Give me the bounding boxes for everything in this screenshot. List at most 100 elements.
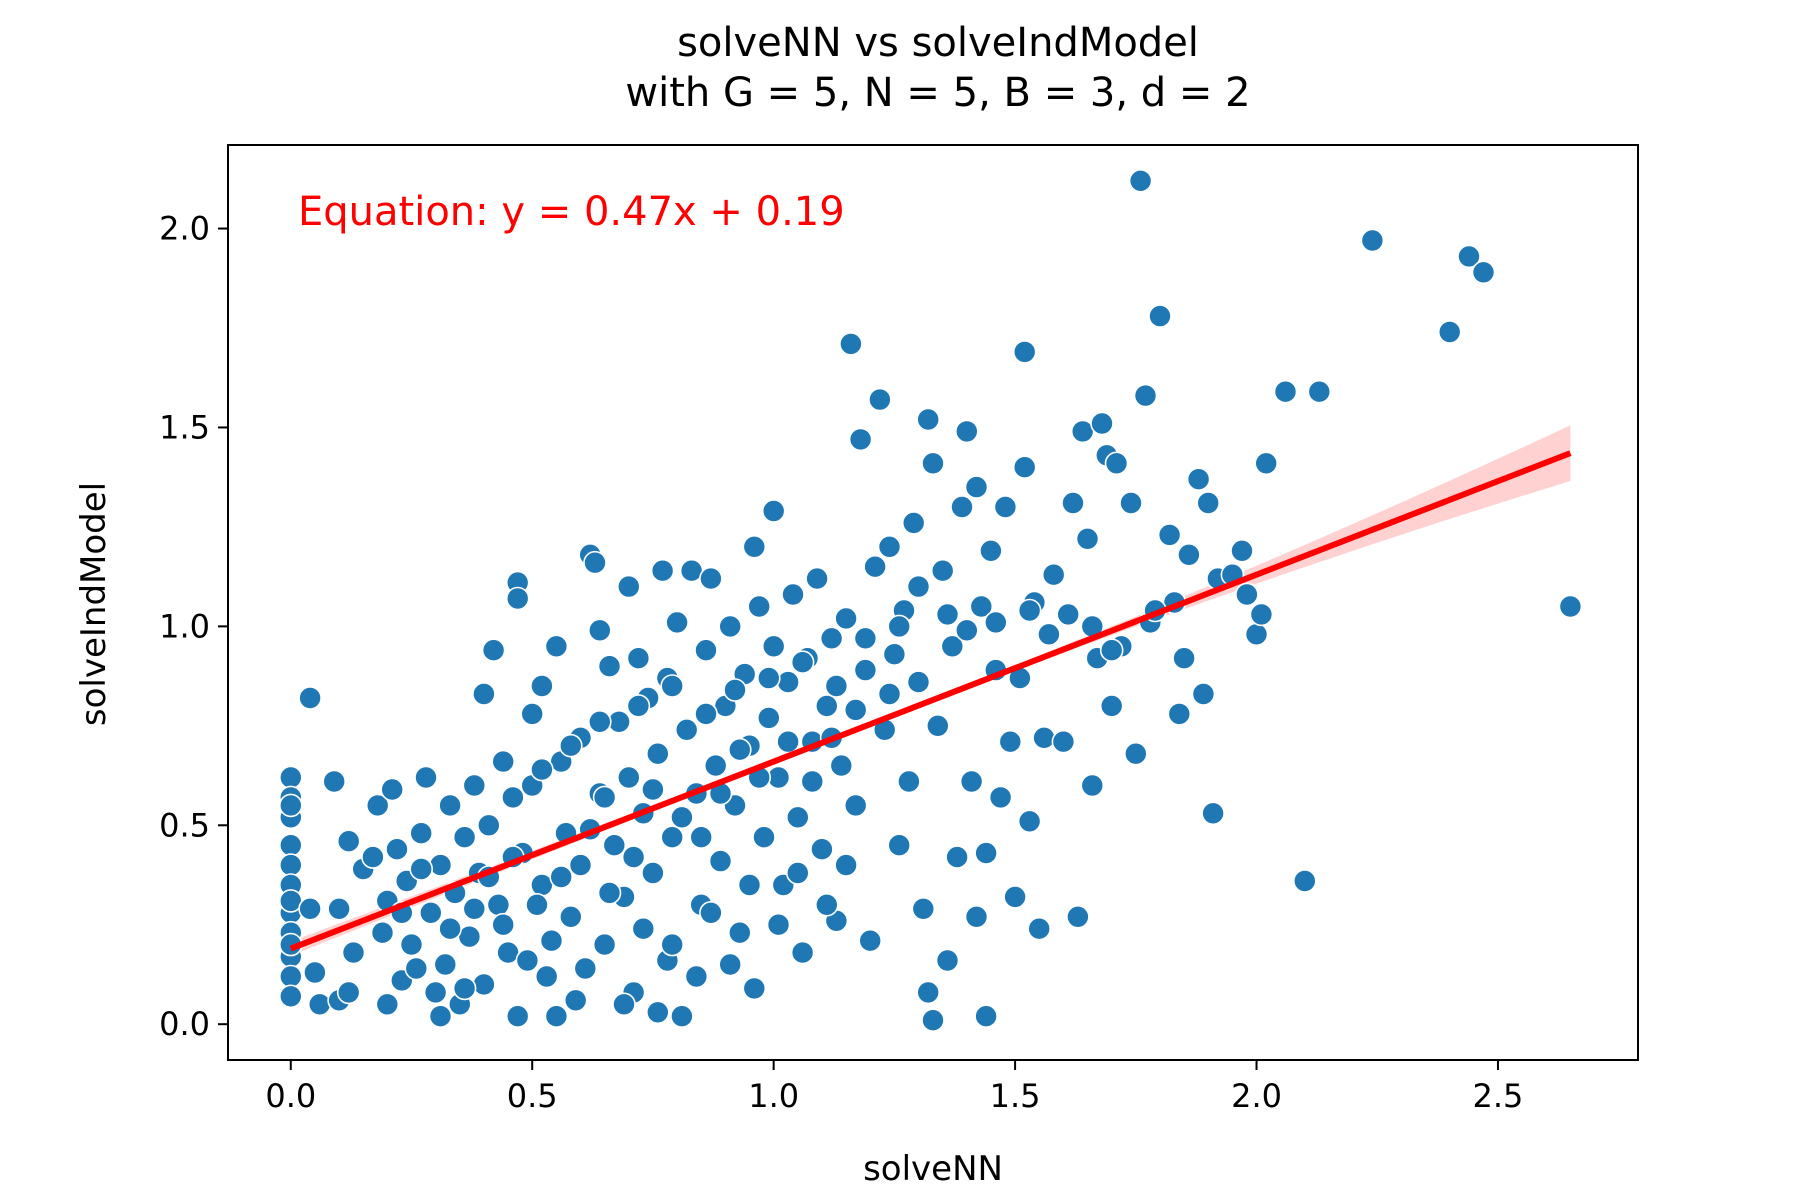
x-tick-label: 2.5 <box>1473 1077 1524 1115</box>
data-point <box>645 741 670 766</box>
x-tick-label: 1.0 <box>748 1077 799 1115</box>
data-point <box>1056 602 1080 627</box>
data-point <box>727 920 752 945</box>
data-point <box>539 928 564 953</box>
data-point <box>336 980 361 1005</box>
data-point <box>863 554 887 579</box>
data-point <box>935 948 960 973</box>
x-tick-label: 1.5 <box>990 1077 1041 1115</box>
data-point <box>336 829 361 854</box>
data-point <box>525 892 549 917</box>
data-point <box>616 574 641 599</box>
data-point <box>810 837 834 862</box>
data-point <box>1244 622 1269 647</box>
data-point <box>612 992 636 1017</box>
data-point <box>790 940 815 965</box>
data-point <box>843 698 868 722</box>
data-point <box>1293 869 1317 893</box>
data-point <box>766 912 791 937</box>
data-point <box>616 765 641 790</box>
data-point <box>621 845 646 869</box>
data-point <box>1167 702 1192 726</box>
data-point <box>573 956 598 981</box>
data-point <box>670 805 694 830</box>
data-point <box>954 419 979 444</box>
x-axis-label: solveNN <box>863 1149 1003 1189</box>
data-point <box>660 674 685 698</box>
data-point <box>665 610 689 635</box>
data-point <box>1041 562 1066 587</box>
data-point <box>969 594 994 619</box>
data-point <box>708 849 733 873</box>
plot-frame <box>227 144 1639 1061</box>
data-point <box>278 964 303 989</box>
data-point <box>1061 491 1085 515</box>
data-point <box>877 534 902 559</box>
data-point <box>303 960 327 985</box>
data-point <box>1032 725 1056 750</box>
data-point <box>1186 467 1211 492</box>
data-point <box>365 793 390 818</box>
data-point <box>747 594 772 619</box>
data-point <box>433 952 458 977</box>
data-point <box>901 511 926 535</box>
data-point <box>505 1004 530 1029</box>
data-point <box>950 495 974 519</box>
x-tick-label: 0.5 <box>507 1077 558 1115</box>
data-point <box>341 940 366 965</box>
data-point <box>824 674 849 698</box>
data-point <box>694 638 718 663</box>
data-point <box>1012 340 1037 364</box>
data-point <box>684 964 709 989</box>
data-point <box>409 821 434 846</box>
data-point <box>916 407 941 432</box>
data-point <box>534 964 559 989</box>
data-point <box>278 833 303 858</box>
data-point <box>462 896 487 921</box>
data-point <box>998 729 1023 754</box>
data-point <box>626 694 651 718</box>
data-point <box>925 713 950 738</box>
data-point <box>544 634 569 659</box>
data-point <box>756 666 781 690</box>
data-point <box>1177 542 1201 567</box>
data-point <box>718 952 743 977</box>
data-point <box>558 904 583 929</box>
data-point <box>530 757 554 782</box>
data-point <box>945 845 969 869</box>
data-point <box>1307 379 1332 404</box>
data-point <box>1128 169 1153 193</box>
data-point <box>906 574 931 599</box>
data-point <box>670 1004 694 1029</box>
data-point <box>887 614 912 639</box>
data-point <box>737 873 762 897</box>
data-point <box>486 892 511 917</box>
data-point <box>906 670 931 694</box>
data-point <box>1099 638 1124 663</box>
data-point <box>631 916 656 941</box>
y-axis-label: solveIndModel <box>74 482 114 726</box>
data-point <box>829 753 854 778</box>
data-point <box>887 833 912 858</box>
data-point <box>843 793 868 818</box>
data-point <box>399 932 424 957</box>
data-point <box>278 984 303 1009</box>
data-point <box>307 992 332 1017</box>
data-point <box>472 682 496 706</box>
data-point <box>428 1004 453 1029</box>
data-point <box>1124 741 1148 766</box>
data-point <box>592 932 617 957</box>
data-point <box>858 928 883 953</box>
data-point <box>1457 244 1481 269</box>
data-point <box>964 475 989 499</box>
data-point <box>785 861 810 885</box>
data-point <box>703 753 728 778</box>
data-point <box>935 602 960 627</box>
y-tick-label: 1.5 <box>159 408 210 446</box>
data-point <box>476 813 501 838</box>
data-point <box>1017 809 1042 834</box>
data-point <box>462 773 487 798</box>
data-point <box>452 825 477 850</box>
data-point <box>660 932 685 957</box>
data-point <box>868 387 892 412</box>
